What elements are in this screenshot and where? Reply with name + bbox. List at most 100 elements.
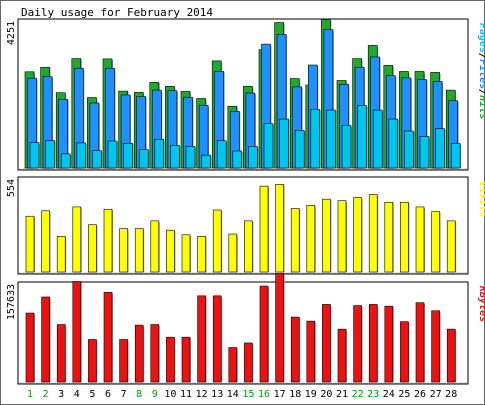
legend-part: Visits [477, 181, 485, 217]
bar-kbytes-day-13 [212, 295, 222, 383]
bar-pages-day-18 [294, 130, 305, 169]
day-label-26: 26 [414, 389, 426, 400]
bar-visits-day-23 [368, 194, 378, 273]
legend-part: / [477, 89, 485, 95]
bar-visits-day-12 [197, 236, 206, 273]
bar-visits-day-8 [134, 228, 144, 273]
bar-visits-day-4 [72, 206, 82, 273]
bar-visits-day-5 [88, 224, 97, 273]
bar-visits-day-15 [244, 220, 253, 273]
bar-kbytes-day-6 [103, 292, 113, 383]
bar-pages-day-22 [357, 105, 367, 169]
bar-visits-day-7 [119, 228, 128, 273]
bar-pages-day-21 [341, 125, 352, 169]
day-label-14: 14 [227, 389, 239, 400]
bar-visits-day-28 [446, 220, 456, 273]
bar-pages-day-23 [372, 109, 383, 169]
bar-pages-day-1 [29, 142, 40, 169]
bar-visits-day-25 [400, 201, 409, 273]
day-label-6: 6 [105, 389, 111, 400]
bar-visits-day-20 [322, 198, 331, 273]
bar-kbytes-day-28 [446, 328, 456, 383]
bar-kbytes-day-26 [415, 302, 425, 383]
bar-kbytes-day-25 [400, 321, 409, 383]
bar-pages-day-9 [154, 139, 165, 169]
day-label-22: 22 [352, 389, 364, 400]
day-label-7: 7 [121, 389, 127, 400]
day-label-12: 12 [196, 389, 208, 400]
bar-visits-day-18 [290, 208, 300, 273]
bar-kbytes-day-5 [88, 339, 97, 383]
bar-kbytes-day-8 [134, 324, 144, 383]
bar-kbytes-day-16 [259, 285, 269, 383]
bar-pages-day-14 [232, 150, 243, 169]
bar-kbytes-day-18 [290, 316, 300, 383]
day-label-23: 23 [367, 389, 379, 400]
legend-part: Pages [477, 23, 485, 53]
bar-pages-day-8 [138, 149, 149, 169]
day-label-9: 9 [152, 389, 158, 400]
day-label-10: 10 [164, 389, 176, 400]
max-label-kbytes: 157633 [6, 284, 17, 320]
day-label-21: 21 [336, 389, 348, 400]
bar-kbytes-day-7 [119, 339, 128, 383]
bar-pages-day-16 [263, 123, 274, 169]
bar-kbytes-day-22 [353, 305, 362, 383]
legend-kbytes: KBytes [477, 285, 485, 322]
bar-kbytes-day-4 [72, 281, 82, 383]
day-label-20: 20 [320, 389, 332, 400]
bar-pages-day-24 [388, 118, 399, 169]
day-label-27: 27 [430, 389, 442, 400]
bar-visits-day-22 [353, 197, 362, 273]
chart-title: Daily usage for February 2014 [21, 6, 213, 19]
max-label-pages-files-hits: 4251 [6, 21, 17, 45]
bar-kbytes-day-3 [56, 324, 66, 383]
legend-visits: Visits [477, 181, 485, 217]
panel-visits: 554 Visits [6, 176, 485, 275]
day-label-28: 28 [445, 389, 457, 400]
bar-pages-day-17 [279, 118, 289, 169]
bar-kbytes-day-10 [166, 336, 175, 383]
day-label-3: 3 [58, 389, 64, 400]
bar-pages-day-10 [170, 145, 180, 169]
day-label-17: 17 [274, 389, 286, 400]
bar-visits-day-21 [337, 200, 347, 273]
panels-layer: 4251Pages/Files/Hits554Visits157633KByte… [6, 18, 485, 385]
day-labels: 1 2 3 4 5 6 7 8 9 10 11 12 13 14 15 16 17 18 19 20 21 22 23 24 2… [27, 389, 457, 400]
bar-kbytes-day-15 [244, 342, 253, 383]
bar-visits-day-11 [181, 234, 191, 273]
bar-pages-day-28 [450, 143, 461, 169]
bar-pages-day-13 [216, 140, 227, 169]
bar-pages-day-15 [248, 146, 258, 169]
bar-visits-day-6 [103, 208, 113, 273]
legend-part: KBytes [477, 285, 485, 322]
day-label-25: 25 [398, 389, 410, 400]
bar-kbytes-day-17 [275, 273, 284, 383]
bar-pages-day-27 [435, 128, 445, 169]
day-label-8: 8 [136, 389, 142, 400]
bar-pages-day-20 [326, 109, 336, 169]
bar-pages-day-26 [419, 136, 430, 169]
bar-visits-day-1 [25, 215, 35, 273]
bar-pages-day-2 [45, 140, 55, 169]
legend-pages-files-hits: Pages/Files/Hits [477, 23, 485, 119]
bar-kbytes-day-23 [368, 304, 378, 383]
bar-kbytes-day-1 [25, 312, 35, 383]
bar-kbytes-day-9 [150, 324, 160, 383]
day-label-5: 5 [89, 389, 95, 400]
bar-visits-day-16 [259, 185, 269, 273]
bar-pages-day-7 [123, 142, 133, 169]
bar-kbytes-day-24 [384, 305, 394, 383]
day-label-13: 13 [211, 389, 223, 400]
bar-visits-day-24 [384, 201, 394, 273]
bar-kbytes-day-19 [306, 320, 316, 383]
bar-kbytes-day-12 [197, 295, 206, 383]
bar-pages-day-19 [310, 109, 321, 169]
bar-pages-day-25 [404, 130, 414, 169]
bar-kbytes-day-2 [41, 296, 50, 383]
bar-kbytes-day-27 [431, 310, 440, 383]
legend-part: Files [477, 59, 485, 89]
day-label-24: 24 [383, 389, 395, 400]
